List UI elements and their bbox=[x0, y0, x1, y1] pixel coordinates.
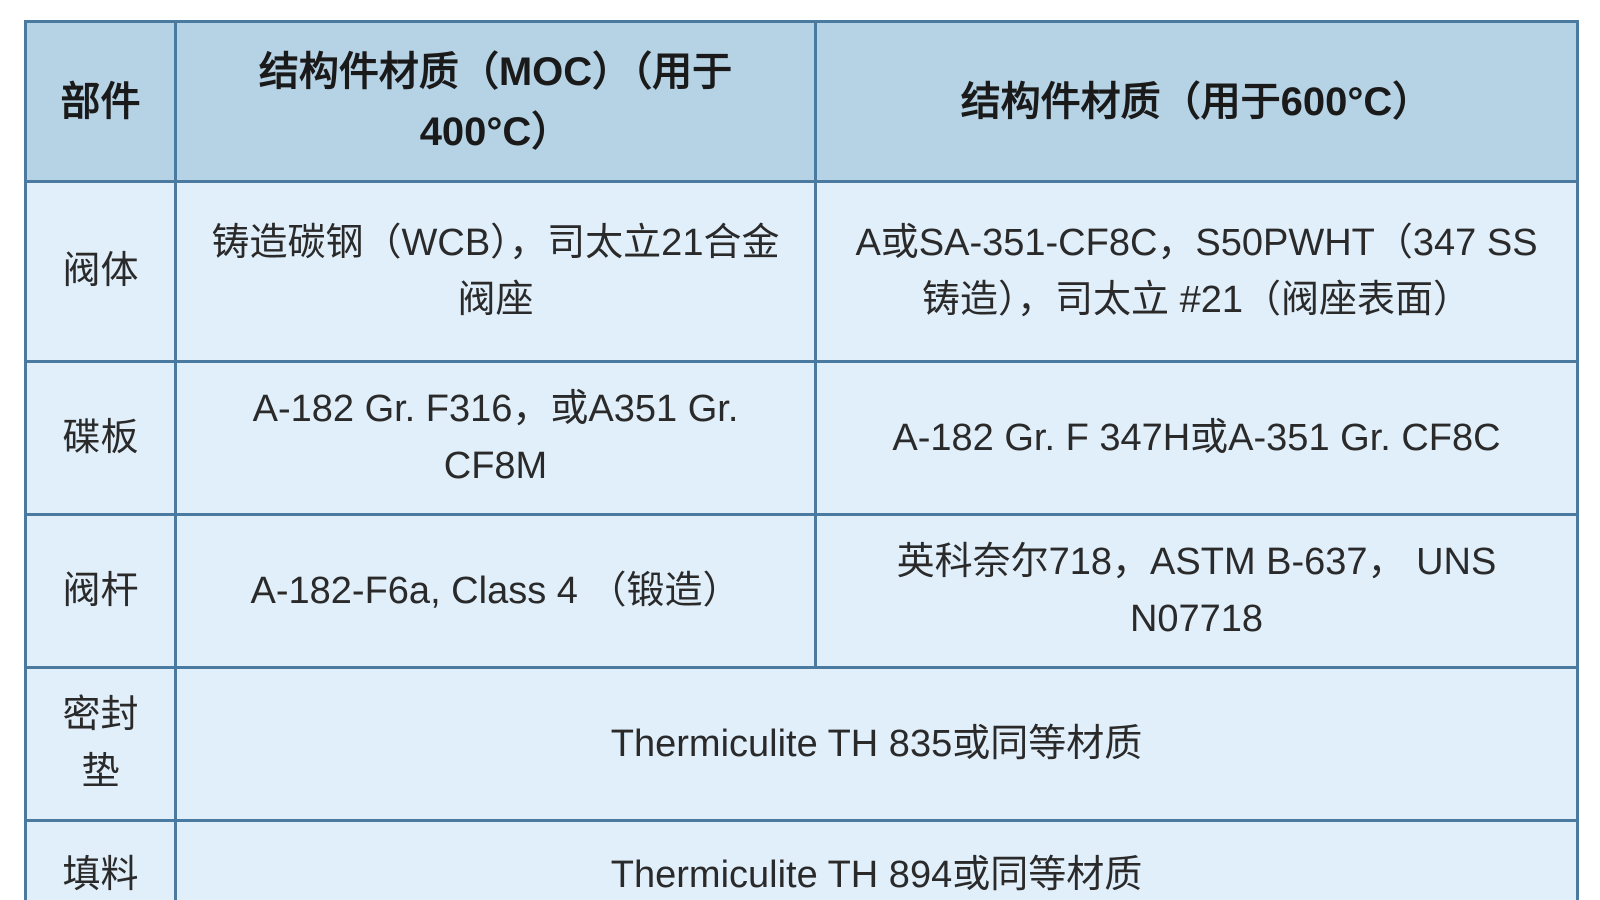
table-header-row: 部件 结构件材质（MOC）（用于400°C） 结构件材质（用于600°C） bbox=[26, 22, 1578, 182]
moc-table: 部件 结构件材质（MOC）（用于400°C） 结构件材质（用于600°C） 阀体… bbox=[24, 20, 1579, 900]
col-header-moc600: 结构件材质（用于600°C） bbox=[816, 22, 1578, 182]
cell-moc600: A-182 Gr. F 347H或A-351 Gr. CF8C bbox=[816, 362, 1578, 515]
table-row: 碟板 A-182 Gr. F316，或A351 Gr. CF8M A-182 G… bbox=[26, 362, 1578, 515]
table-row: 密封垫 Thermiculite TH 835或同等材质 bbox=[26, 668, 1578, 821]
cell-part: 阀杆 bbox=[26, 515, 176, 668]
cell-merged: Thermiculite TH 894或同等材质 bbox=[176, 821, 1578, 900]
cell-merged: Thermiculite TH 835或同等材质 bbox=[176, 668, 1578, 821]
col-header-part: 部件 bbox=[26, 22, 176, 182]
table-row: 阀体 铸造碳钢（WCB），司太立21合金阀座 A或SA-351-CF8C，S50… bbox=[26, 182, 1578, 362]
cell-part: 填料 bbox=[26, 821, 176, 900]
cell-moc600: 英科奈尔718，ASTM B-637， UNS N07718 bbox=[816, 515, 1578, 668]
table-row: 阀杆 A-182-F6a, Class 4 （锻造） 英科奈尔718，ASTM … bbox=[26, 515, 1578, 668]
cell-part: 密封垫 bbox=[26, 668, 176, 821]
table-row: 填料 Thermiculite TH 894或同等材质 bbox=[26, 821, 1578, 900]
cell-part: 碟板 bbox=[26, 362, 176, 515]
cell-moc600: A或SA-351-CF8C，S50PWHT（347 SS 铸造），司太立 #21… bbox=[816, 182, 1578, 362]
table-container: 部件 结构件材质（MOC）（用于400°C） 结构件材质（用于600°C） 阀体… bbox=[0, 0, 1600, 900]
cell-moc400: A-182 Gr. F316，或A351 Gr. CF8M bbox=[176, 362, 816, 515]
col-header-moc400: 结构件材质（MOC）（用于400°C） bbox=[176, 22, 816, 182]
cell-part: 阀体 bbox=[26, 182, 176, 362]
cell-moc400: 铸造碳钢（WCB），司太立21合金阀座 bbox=[176, 182, 816, 362]
table-body: 阀体 铸造碳钢（WCB），司太立21合金阀座 A或SA-351-CF8C，S50… bbox=[26, 182, 1578, 900]
cell-moc400: A-182-F6a, Class 4 （锻造） bbox=[176, 515, 816, 668]
